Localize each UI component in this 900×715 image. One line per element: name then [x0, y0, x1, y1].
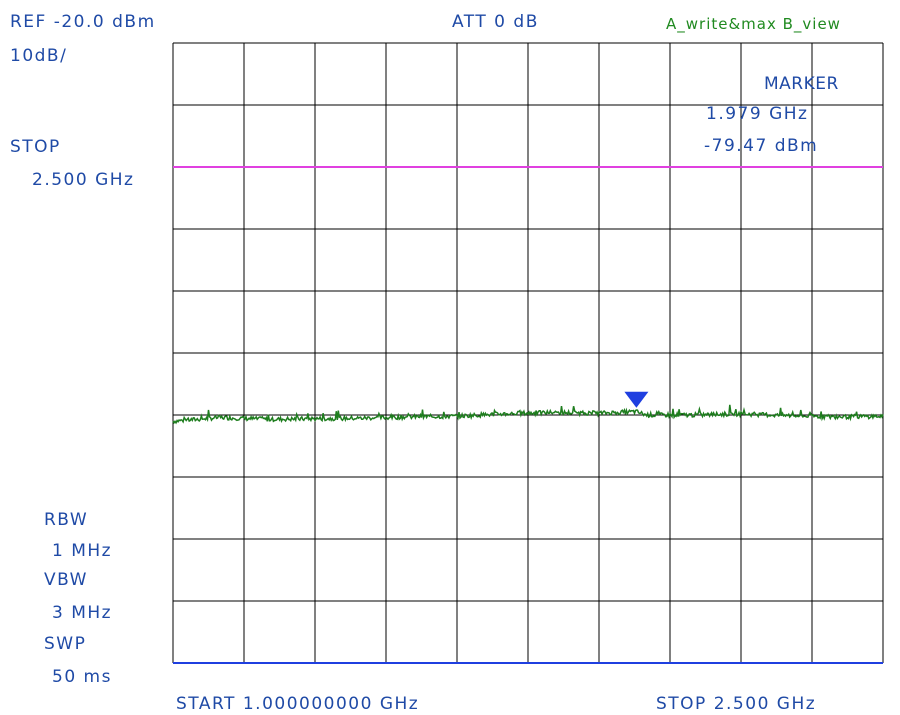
marker-frequency: 1.979 GHz [706, 104, 809, 124]
marker-label: MARKER [764, 74, 839, 94]
swp-label: SWP [44, 634, 87, 654]
rbw-label: RBW [44, 510, 89, 530]
vbw-label: VBW [44, 570, 88, 590]
ref-level: REF -20.0 dBm [10, 12, 156, 32]
scale-per-div: 10dB/ [10, 46, 68, 66]
attenuation: ATT 0 dB [452, 12, 539, 32]
stop-label: STOP [10, 137, 61, 157]
spectrum-trace [172, 404, 884, 425]
marker-level: -79.47 dBm [704, 136, 819, 156]
vbw-value: 3 MHz [52, 603, 113, 623]
stop-value: 2.500 GHz [32, 170, 135, 190]
trace-mode: A_write&max B_view [666, 15, 841, 33]
swp-value: 50 ms [52, 667, 112, 687]
rbw-value: 1 MHz [52, 541, 113, 561]
marker-triangle-icon [624, 391, 649, 408]
start-frequency: START 1.000000000 GHz [176, 694, 420, 714]
stop-frequency: STOP 2.500 GHz [656, 694, 817, 714]
